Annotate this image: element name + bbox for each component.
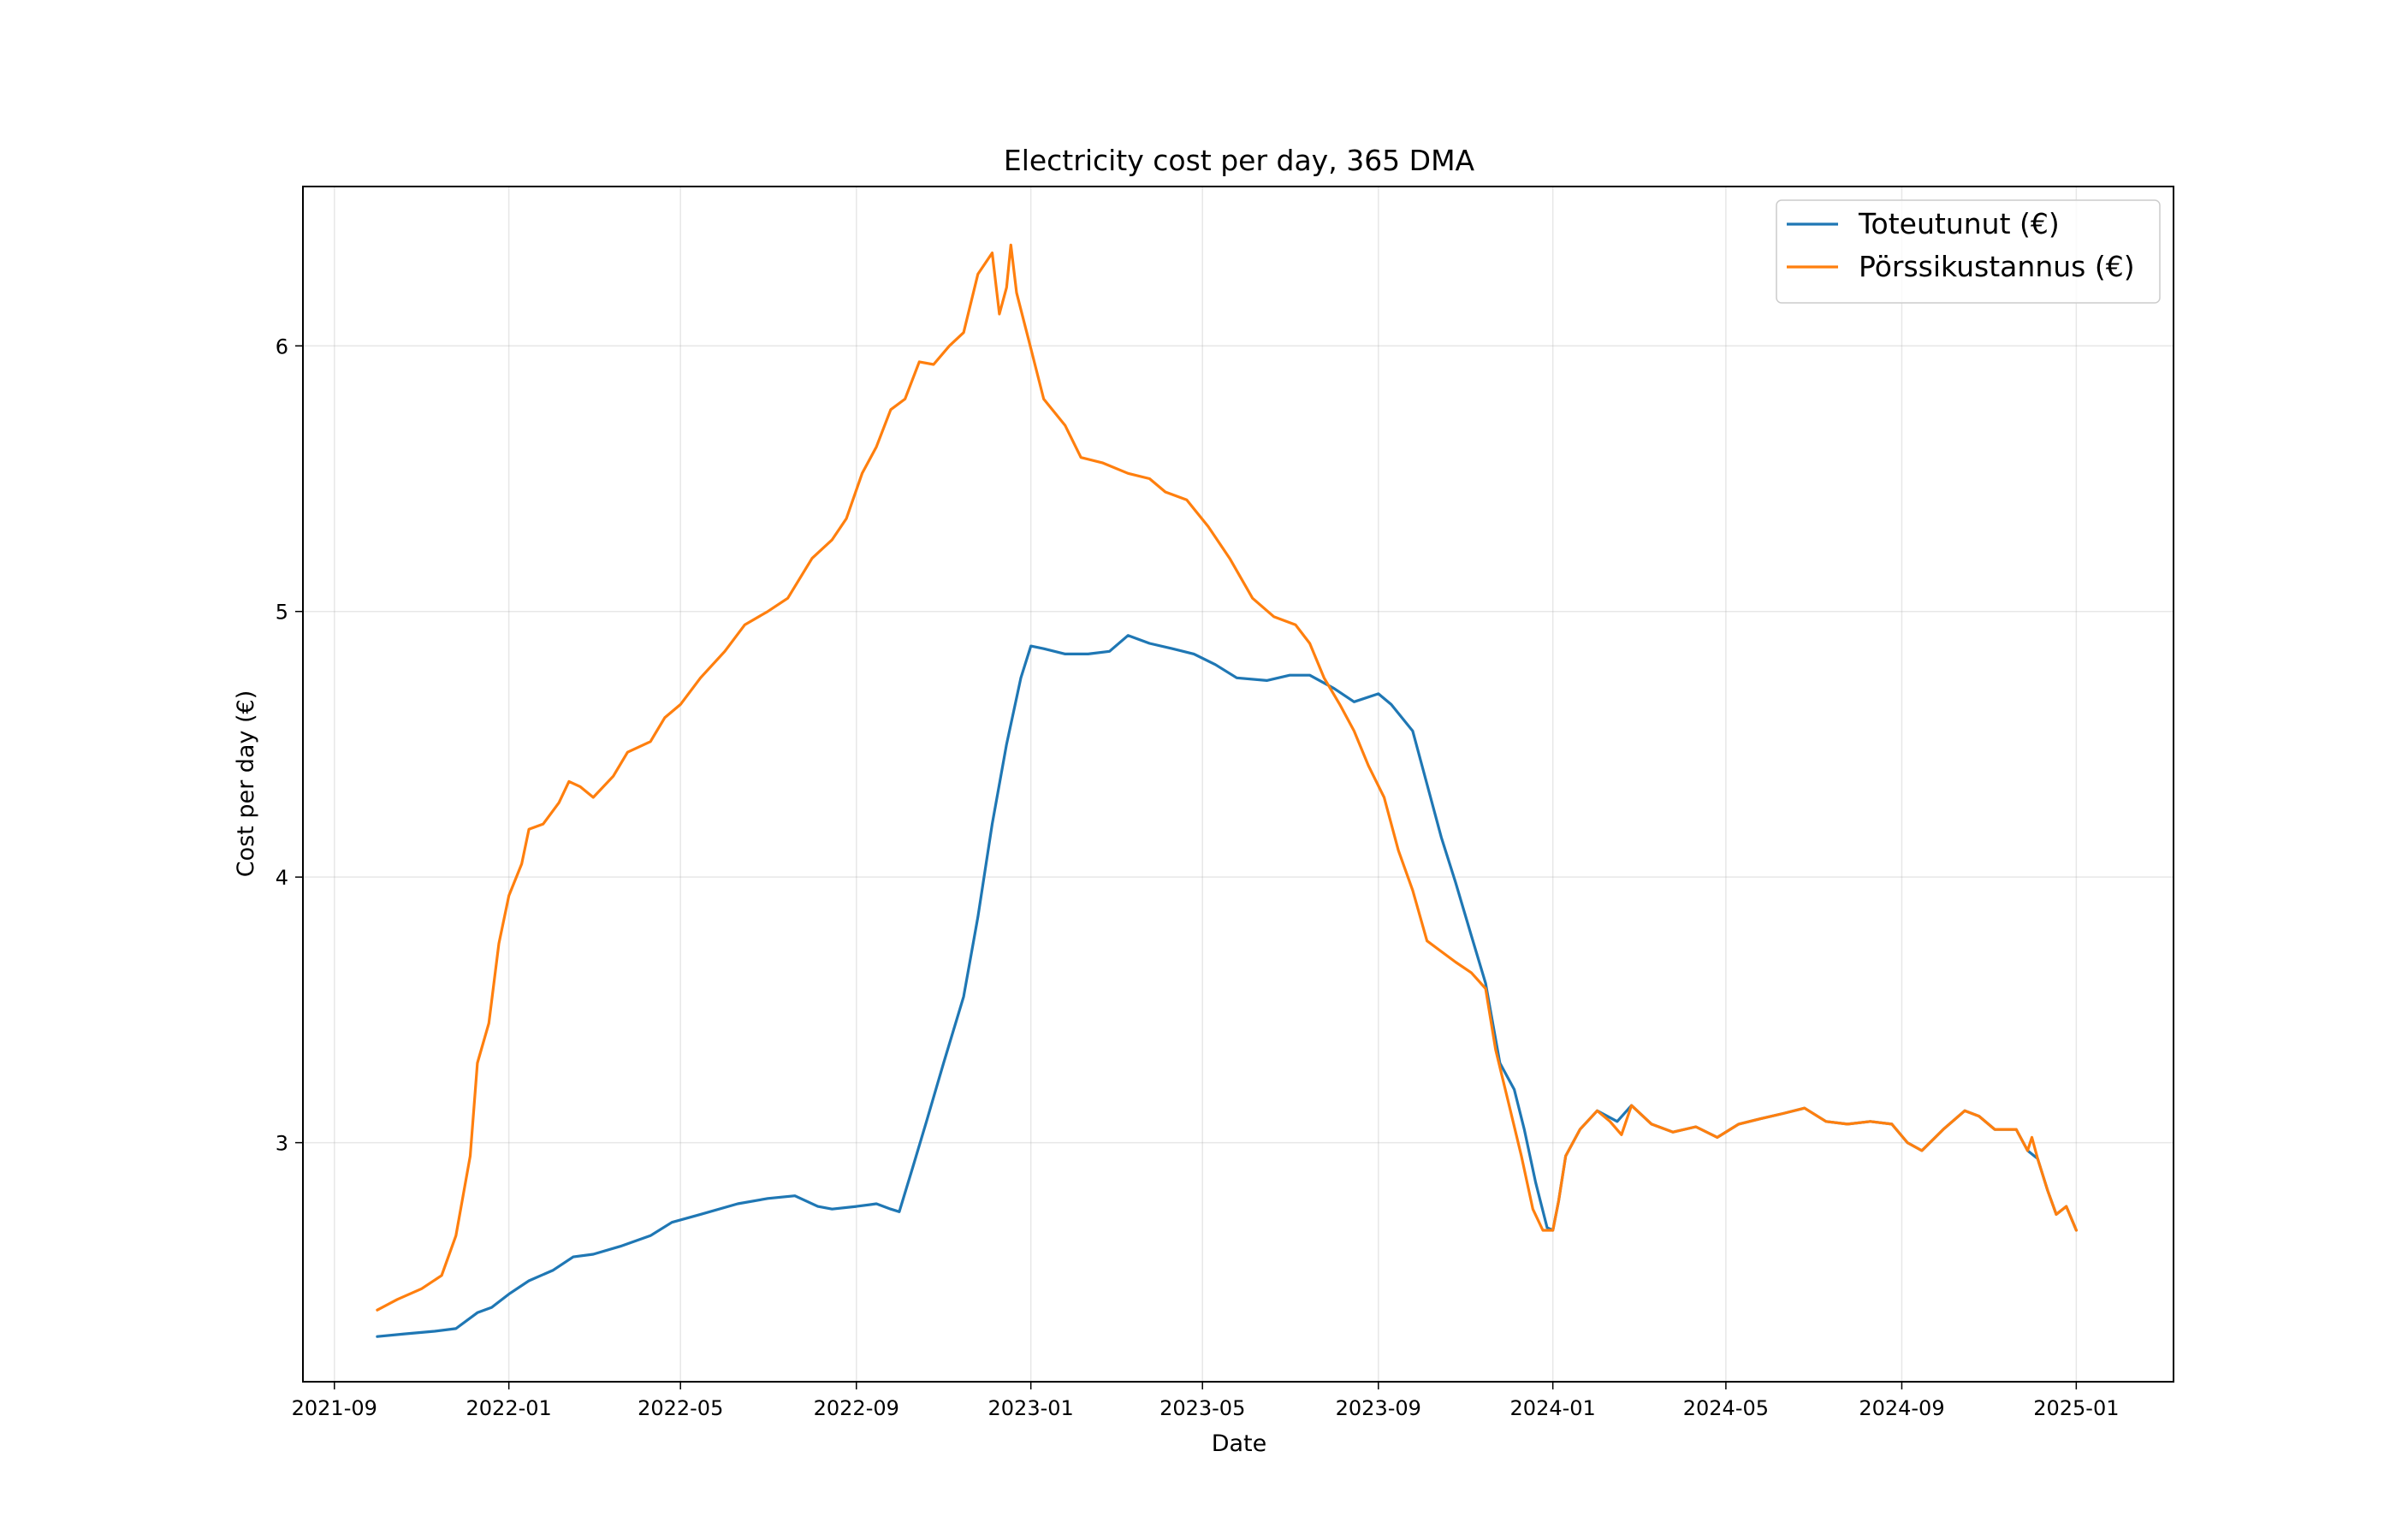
legend: Toteutunut (€) Pörssikustannus (€) [1776,199,2161,304]
x-axis-title: Date [1212,1430,1267,1457]
legend-label: Toteutunut (€) [1858,207,2060,240]
x-tick-label: 2021-09 [292,1396,377,1420]
y-axis: 3 4 5 6 [276,335,303,1156]
x-tick-label: 2025-01 [2033,1396,2119,1420]
x-tick-label: 2024-05 [1683,1396,1769,1420]
x-tick-label: 2024-09 [1859,1396,1944,1420]
y-axis-title: Cost per day (€) [233,690,259,878]
grid-lines [303,187,2174,1382]
x-tick-label: 2022-09 [814,1396,899,1420]
legend-label: Pörssikustannus (€) [1859,250,2135,283]
series-lines [376,243,2078,1338]
x-tick-label: 2022-05 [638,1396,723,1420]
x-tick-label: 2023-09 [1336,1396,1421,1420]
chart-title: Electricity cost per day, 365 DMA [1004,144,1475,177]
x-tick-label: 2022-01 [466,1396,552,1420]
plot-frame [302,186,2174,1383]
series-line-1 [376,243,2078,1312]
legend-box [1776,199,2161,304]
x-tick-label: 2024-01 [1510,1396,1596,1420]
x-tick-label: 2023-01 [988,1396,1074,1420]
y-tick-label: 5 [276,601,288,625]
x-axis: 2021-09 2022-01 2022-05 2022-09 2023-01 2023-… [292,1382,2119,1420]
x-tick-label: 2023-05 [1159,1396,1245,1420]
y-tick-label: 4 [276,866,288,890]
y-tick-label: 6 [276,335,288,358]
y-tick-label: 3 [276,1132,288,1156]
